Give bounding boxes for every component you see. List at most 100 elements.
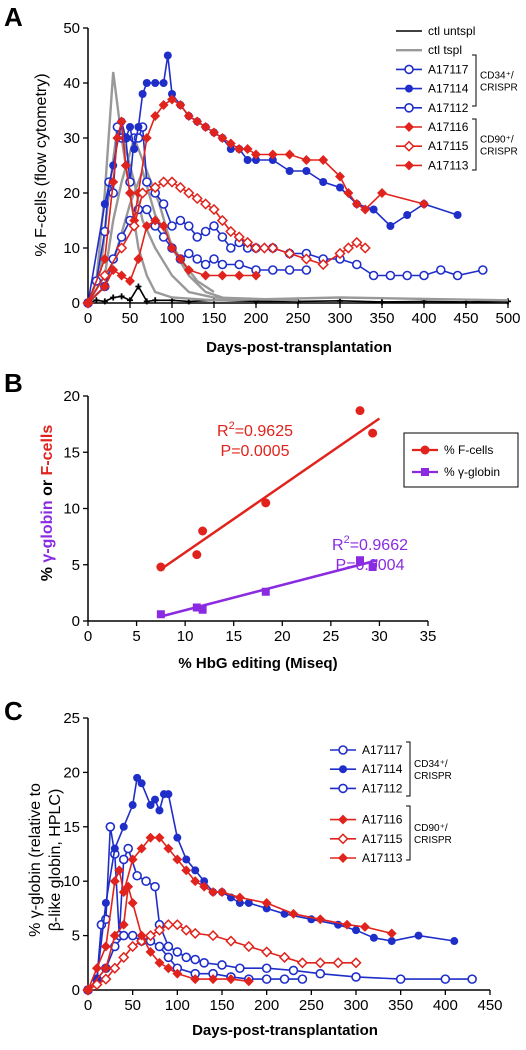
panel-b-y-axis-label: % γ-globin or F-cells: [39, 425, 56, 582]
panel-b-r2-label: R2=0.9625: [217, 420, 293, 440]
panel-c-data-point: [200, 877, 209, 886]
panel-a-data-point: [184, 248, 194, 259]
panel-b-legend-swatch-marker: [421, 468, 429, 476]
panel-a-y-tick-label: 40: [63, 75, 80, 92]
panel-a-data-point: [191, 192, 203, 205]
panel-a-data-point: [99, 269, 111, 282]
panel-a-data-point: [209, 254, 219, 264]
panel-c-y-tick-label: 10: [63, 873, 80, 890]
panel-c-data-point: [332, 957, 344, 969]
panel-c-legend-label: A17113: [362, 851, 403, 865]
panel-a-data-point: [234, 144, 245, 154]
panel-b-y-tick-label: 5: [72, 557, 80, 574]
panel-b-x-tick-label: 35: [420, 628, 437, 645]
panel-c-data-point: [172, 968, 183, 979]
panel-a-data-point: [250, 242, 262, 254]
panel-c-data-point: [352, 926, 360, 935]
panel-a-data-point: [242, 236, 254, 249]
panel-a-series-ctl-untspl: [85, 283, 511, 306]
panel-c-series-a17114: [84, 773, 459, 994]
panel-a-data-point: [149, 181, 161, 194]
panel-a-x-tick-label: 150: [201, 310, 226, 327]
panel-a-series-line: [86, 134, 223, 304]
panel-a-data-point: [301, 265, 312, 275]
panel-c-data-point: [351, 972, 361, 982]
panel-c-data-point: [359, 921, 370, 932]
panel-a-data-point: [200, 198, 212, 210]
panel-a-data-point: [184, 221, 194, 231]
panel-a-data-point: [125, 188, 135, 198]
panel-c-data-point: [208, 887, 219, 898]
panel-c: C % γ-globin (relative to β-like globin,…: [4, 696, 378, 1039]
panel-a-legend-swatch-marker: [404, 160, 414, 171]
panel-c-data-point: [163, 941, 174, 952]
panel-a-data-point: [386, 222, 395, 230]
panel-a-data-point: [151, 79, 160, 87]
panel-c-data-point: [279, 974, 290, 984]
panel-b-y-axis-label-fcells: F-cells: [39, 425, 56, 476]
panel-a-data-point: [141, 221, 152, 231]
panel-b-x-tick-label: 10: [177, 628, 194, 645]
panel-c-data-point: [132, 870, 142, 881]
panel-a-y-tick-label: 30: [63, 130, 80, 147]
panel-a-data-point: [402, 270, 413, 281]
panel-a-data-point: [234, 259, 244, 270]
panel-a: A % F-cells (flow cytometry) Days-post-t…: [4, 2, 392, 356]
panel-c-data-point: [414, 931, 423, 940]
panel-a-data-point: [167, 94, 177, 105]
panel-a-data-point: [200, 122, 211, 132]
panel-a-data-point: [226, 243, 236, 253]
panel-c-legend-group-label: CRISPR: [414, 835, 452, 846]
panel-c-y-axis-label-line-2: β-like globin, HPLC): [47, 789, 64, 932]
panel-a-data-point: [477, 265, 488, 275]
panel-c-data-point: [150, 881, 160, 892]
panel-c-letter: C: [4, 696, 23, 726]
panel-c-data-point: [288, 908, 299, 919]
panel-a-data-point: [319, 178, 328, 186]
panel-c-data-point: [243, 940, 255, 953]
panel-c-data-point: [225, 935, 237, 947]
panel-c-data-point: [314, 957, 326, 969]
panel-a-data-point: [175, 100, 186, 110]
panel-a-data-point: [174, 181, 186, 194]
panel-a-data-point: [168, 90, 176, 98]
panel-c-data-point: [217, 960, 227, 970]
panel-a-data-point: [116, 242, 128, 254]
panel-b-y-axis-label-or: or: [39, 475, 56, 500]
panel-c-data-point: [467, 974, 477, 984]
panel-b-data-point: [368, 563, 377, 571]
panel-a-data-point: [453, 211, 462, 219]
panel-c-data-point: [208, 974, 219, 985]
panel-c-data-point: [144, 930, 157, 942]
panel-b-data-point: [261, 587, 270, 596]
panel-c-data-point: [162, 919, 174, 931]
panel-c-legend-swatch-marker: [337, 833, 349, 845]
panel-a-letter: A: [4, 2, 23, 32]
panel-c-legend: A17117 A17114 A17112 A17116 A17115 A17113 CD34…: [330, 741, 452, 865]
panel-c-data-point: [315, 968, 326, 979]
panel-c-data-point: [235, 963, 245, 974]
panel-a-data-point: [130, 145, 139, 153]
panel-a-legend-bracket: [472, 54, 477, 107]
panel-a-data-point: [351, 199, 362, 209]
panel-a-x-tick-label: 450: [453, 310, 478, 327]
panel-a-data-point: [379, 298, 385, 305]
panel-b-y-axis-label-part-1: %: [39, 563, 56, 582]
panel-a-x-tick-label: 0: [84, 310, 92, 327]
panel-a-x-tick-label: 50: [122, 310, 139, 327]
panel-a-data-point: [135, 283, 142, 290]
panel-c-x-tick-label: 150: [209, 997, 234, 1014]
panel-c-data-point: [199, 881, 210, 892]
panel-c-data-point: [225, 974, 236, 985]
panel-a-data-point: [175, 254, 186, 264]
panel-a-y-tick-label: 20: [63, 185, 80, 202]
panel-c-x-tick-label: 250: [299, 997, 324, 1014]
panel-b-data-point: [198, 526, 208, 536]
panel-a-data-point: [243, 156, 252, 164]
panel-c-data-point: [387, 937, 396, 946]
panel-a-legend-swatch-marker: [404, 103, 414, 113]
panel-c-data-point: [118, 919, 129, 930]
panel-a-legend-bracket: [472, 118, 477, 171]
panel-c-data-point: [278, 951, 291, 963]
panel-c-data-point: [109, 930, 120, 941]
